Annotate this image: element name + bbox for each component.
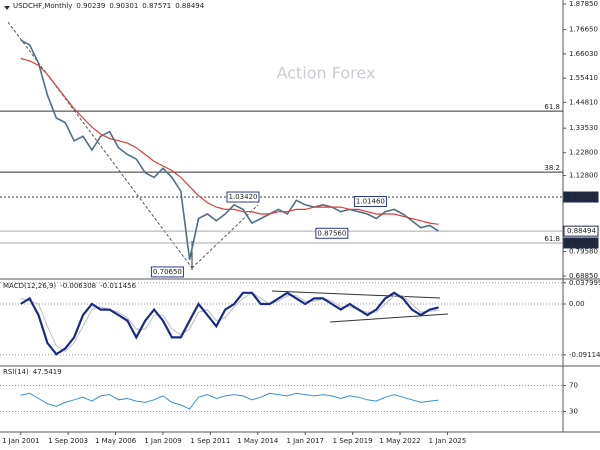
x-tick-label: 1 Jan 2025	[429, 437, 467, 445]
panel-title: RSI(14)	[3, 368, 29, 376]
price-label: 0.88494	[567, 227, 596, 235]
level-label: 38.2	[544, 164, 560, 172]
menu-icon[interactable]	[4, 6, 10, 10]
y-tick-label: 1.44810	[569, 98, 598, 106]
panel-title: MACD(12,26,9)	[3, 282, 56, 290]
x-tick-label: 1 May 2014	[237, 437, 279, 445]
price-label: 0.83320	[567, 239, 596, 247]
y-tick-label: 1.33530	[569, 124, 598, 132]
y-tick-label: 0.79580	[569, 248, 598, 256]
x-tick-label: 1 Jan 2017	[286, 437, 324, 445]
level-label: 61.8	[544, 103, 560, 111]
price-label-box	[563, 191, 599, 203]
readout-value: 47.5419	[33, 368, 62, 376]
ohlc-value: 0.87571	[142, 2, 171, 10]
symbol-label: USDCHF,Monthly	[13, 2, 72, 10]
y-tick-label: 0.68850	[569, 272, 598, 280]
level-label: 61.8	[544, 235, 560, 243]
annotation-box	[226, 191, 260, 203]
y-tick-label: 0.037999	[569, 279, 600, 287]
x-tick-label: 1 May 2006	[95, 437, 137, 445]
y-tick-label: 1.66030	[569, 50, 598, 58]
y-tick-label: 1.76650	[569, 26, 598, 34]
y-tick-label: 70	[569, 382, 578, 390]
trend-line	[271, 290, 441, 299]
series-line	[20, 291, 439, 356]
ohlc-value: 0.90301	[109, 2, 138, 10]
series-line	[20, 392, 439, 410]
y-tick-label: 1.22800	[569, 149, 598, 157]
x-tick-label: 1 Sep 2003	[48, 437, 88, 445]
annotation-box	[150, 266, 184, 278]
y-tick-label: 1.55410	[569, 74, 598, 82]
watermark: Action Forex	[277, 64, 376, 83]
annotation-box	[315, 227, 349, 239]
x-tick-label: 1 Jan 2009	[144, 437, 182, 445]
y-tick-label: 30	[569, 408, 578, 416]
trend-line	[329, 313, 449, 323]
annotation-label: 1.03420	[229, 193, 258, 201]
price-label: 1.03420	[567, 193, 596, 201]
annotation-label: 0.87560	[317, 229, 346, 237]
x-tick-label: 1 May 2022	[379, 437, 420, 445]
series-line	[20, 292, 439, 353]
series-line	[20, 57, 439, 225]
x-tick-label: 1 Sep 2019	[333, 437, 373, 445]
y-tick-label: -0.091147	[569, 351, 600, 359]
x-tick-label: 1 Sep 2011	[190, 437, 230, 445]
readout-value: -0.011456	[100, 282, 136, 290]
annotation-label: 1.01460	[356, 198, 385, 206]
annotation-label: 0.70650	[153, 268, 182, 276]
y-tick-label: 1.12800	[569, 172, 598, 180]
readout-value: -0.006308	[60, 282, 96, 290]
y-tick-label: 1.87850	[569, 0, 598, 8]
x-tick-label: 1 Jan 2001	[2, 437, 40, 445]
annotation-box	[353, 196, 387, 208]
y-tick-label: 0.00	[569, 300, 585, 308]
ohlc-value: 0.88494	[175, 2, 204, 10]
price-label-box	[563, 225, 599, 237]
ohlc-value: 0.90239	[76, 2, 105, 10]
price-label-box	[563, 237, 599, 249]
